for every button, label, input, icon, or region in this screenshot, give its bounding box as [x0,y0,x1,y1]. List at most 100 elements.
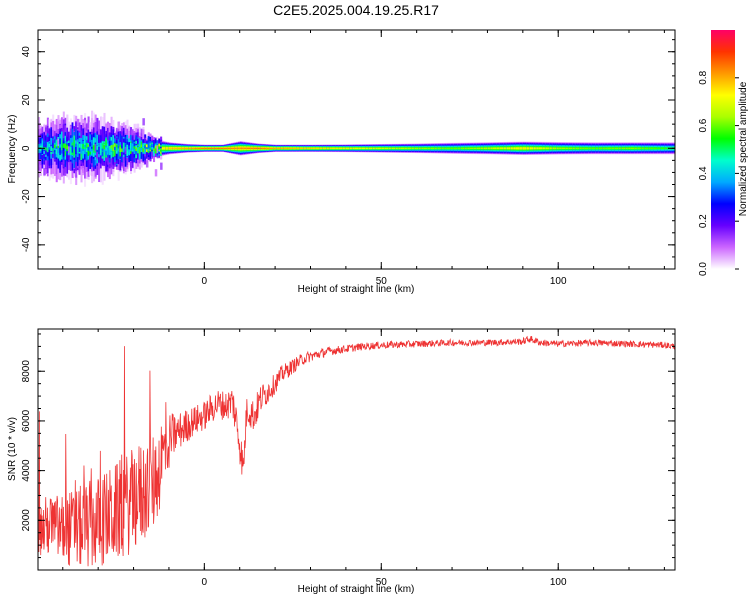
spectrogram-cell [207,148,210,149]
spectrogram-cell [190,147,193,149]
spectrogram-cell [563,147,566,149]
spectrogram-cell [291,148,294,149]
spectrogram-cell [620,147,623,149]
spectrogram-cell [639,147,642,149]
spectrogram-speckle [57,138,60,147]
spectrogram-cell [105,141,108,150]
spectrogram-cell [375,147,379,149]
spectrogram-cell [45,147,48,151]
spectrogram-cell [89,146,92,152]
spectrogram-cell [287,148,290,149]
spectrogram-cell [98,144,101,147]
spectrogram-cell [391,147,394,149]
spectrogram-speckle [82,167,85,176]
spectrogram-cell [105,147,108,151]
spectrogram-cell [559,147,563,149]
spectrogram-cell [662,147,665,149]
spectrogram-cell [161,147,164,149]
spectrogram-cell [547,147,550,149]
spectrogram-heatmap [38,110,675,187]
spectrogram-cell [135,147,138,151]
spectrogram-cell [145,144,149,148]
spectrogram-cell [386,147,389,149]
spectrogram-cell [165,147,168,149]
spectrogram-cell [64,143,67,149]
spectrogram-cell [630,147,633,149]
spectrogram-cell [582,147,586,149]
spectrogram-cell [168,147,172,149]
spectrogram-cell [331,148,334,149]
spectrogram-cell [459,147,462,149]
spectrogram-speckle [156,145,160,153]
spectrogram-cell [121,145,124,149]
spectrogram-cell [526,147,529,149]
spectrogram-cell [306,148,310,149]
spectrogram-cell [84,146,87,150]
spectrogram-cell [52,142,55,153]
spectrogram-cell [322,148,325,149]
spectrogram-cell [266,147,269,149]
spectrogram-cell [337,148,340,149]
spectrogram-cell [151,147,154,150]
spectrogram-cell [101,148,104,151]
spectrogram-cell [193,148,196,149]
spectrogram-cell [611,147,614,149]
spectrogram-speckle [154,169,158,177]
spectrogram-cell [122,142,125,149]
spectrogram-cell [400,147,403,149]
spectrogram-cell [521,147,524,149]
spectrogram-cell [600,147,603,149]
spectrogram-cell [119,146,122,153]
spectrogram-cell [406,147,409,149]
spectrogram-cell [101,143,104,152]
spectrogram-cell [397,147,400,149]
spectrogram-cell [96,145,99,150]
spectrogram-cell [618,147,621,149]
spectrogram-cell [586,147,589,149]
spectrogram-cell [607,147,610,149]
spectrogram-cell [115,146,118,151]
spectrogram-cell [149,145,152,148]
spectrogram-cell [188,147,191,149]
spectrogram-cell [531,147,534,149]
spectrogram-cell [321,148,324,149]
spectrogram-cell [55,144,58,155]
spectrogram-cell [568,147,571,149]
spectrogram-cell [260,147,264,149]
spectrogram-cell [347,148,350,149]
spectrogram-cell [158,147,161,153]
spectrogram-cell [423,147,426,149]
spectrogram-cell [246,147,249,149]
spectrogram-cell [167,147,170,149]
spectrogram-cell [82,143,85,149]
spectrogram-cell [59,147,62,154]
spectrogram-cell [352,148,356,149]
spectrogram-cell [128,149,131,152]
spectrogram-cell [285,148,288,149]
spectrogram-cell [427,147,430,149]
spectrogram-cell [538,147,541,149]
spectrogram-cell [577,147,580,149]
spectrogram-cell [552,147,555,149]
spectrogram-cell [420,147,423,149]
spectrogram-cell [508,147,511,149]
spectrogram-cell [211,148,214,149]
spectrogram-cell [264,147,267,149]
spectrogram-cell [43,143,46,152]
spectrogram-cell [650,147,653,149]
spectrogram-cell [114,145,117,151]
spectrogram-cell [590,147,593,149]
spectrogram-cell [140,148,143,151]
spectrogram-cell [467,147,471,149]
spectrogram-cell [354,148,357,149]
spectrogram-cell [179,147,182,149]
spectrogram-cell [220,148,223,149]
spectrogram-cell [616,147,619,149]
spectrogram-cell [50,146,53,152]
spectrogram-cell [99,142,102,150]
spectrogram-cell [216,148,219,149]
spectrogram-cell [158,146,161,150]
spectrogram-cell [61,144,64,151]
spectrogram-cell [597,147,600,149]
